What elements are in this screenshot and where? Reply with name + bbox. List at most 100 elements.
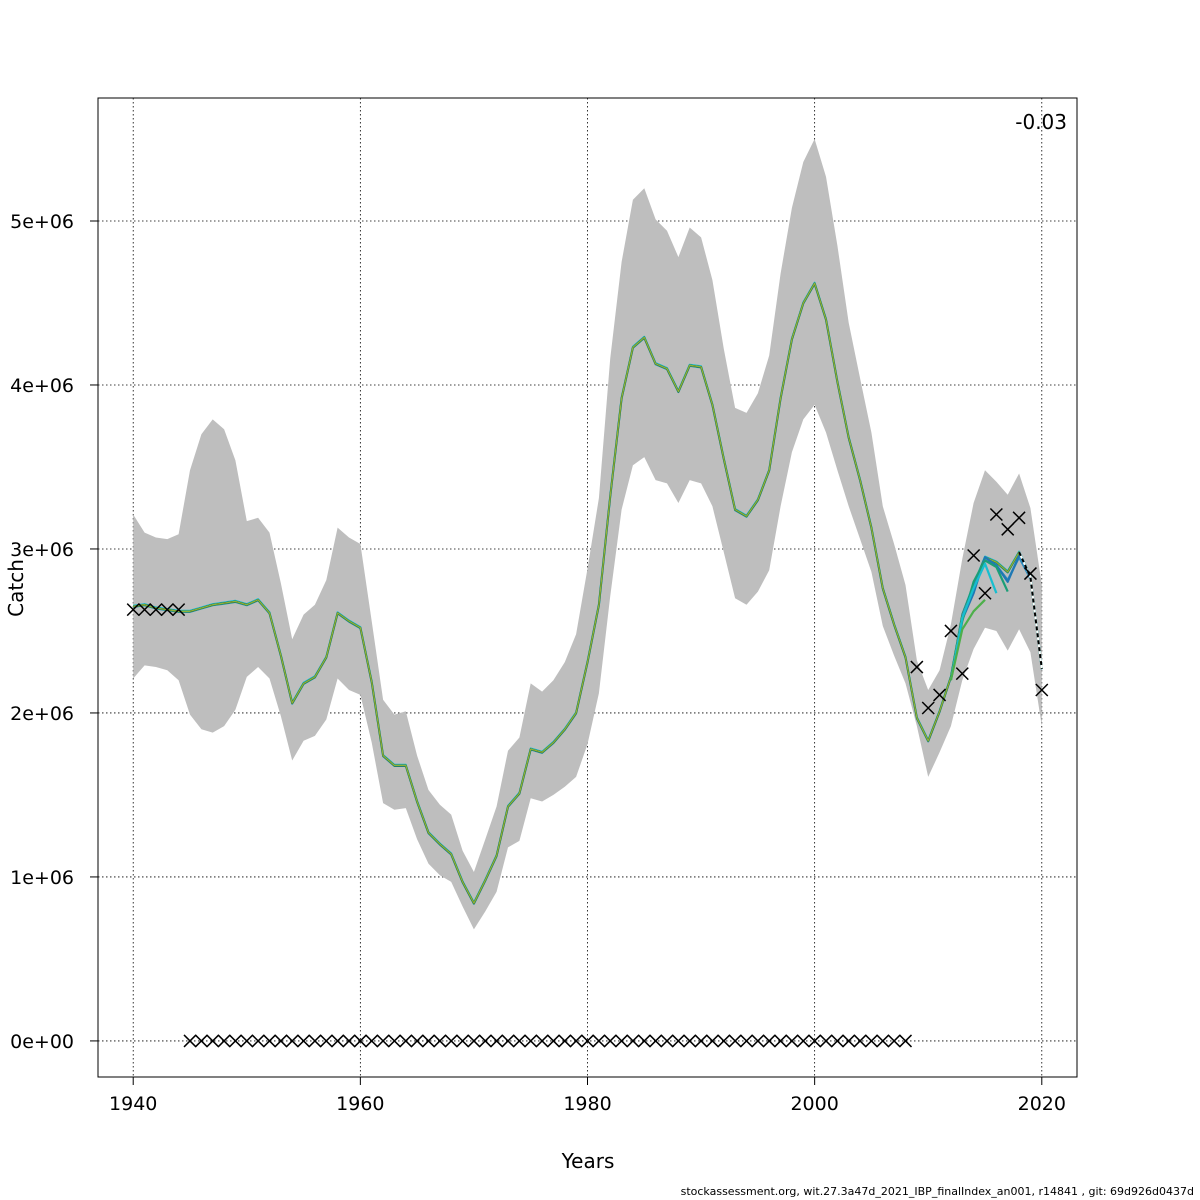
observation-marker — [808, 1034, 822, 1048]
observation-marker — [739, 1034, 754, 1048]
x-tick-label: 1940 — [109, 1093, 157, 1115]
observation-marker — [546, 1034, 560, 1048]
x-axis: 1940 1960 1980 2000 2020 — [109, 1077, 1066, 1115]
observation-marker — [898, 1034, 913, 1048]
footer-credit: stockassessment.org, wit.27.3a47d_2021_I… — [680, 1185, 1194, 1198]
observation-marker — [774, 1034, 788, 1048]
observation-marker — [194, 1034, 208, 1048]
observation-marker — [467, 1034, 481, 1048]
observation-marker — [262, 1034, 277, 1048]
observation-marker — [853, 1034, 867, 1048]
observation-marker — [864, 1034, 878, 1048]
observation-marker — [842, 1034, 856, 1048]
y-axis: 0e+00 1e+06 2e+06 3e+06 4e+06 5e+06 — [10, 211, 98, 1053]
observation-marker — [342, 1034, 356, 1048]
observation-marker — [285, 1034, 299, 1048]
y-tick-label: 5e+06 — [10, 211, 74, 233]
observation-marker — [978, 586, 992, 600]
observation-marker — [762, 1034, 776, 1048]
observation-marker — [989, 507, 1003, 522]
observation-marker — [319, 1034, 333, 1048]
x-tick-label: 2020 — [1018, 1093, 1066, 1115]
retro-peel-2 — [961, 555, 1021, 620]
observation-marker — [206, 1034, 220, 1048]
observation-marker — [694, 1034, 708, 1048]
observation-marker — [421, 1034, 436, 1048]
observation-marker — [728, 1034, 742, 1048]
y-tick-label: 2e+06 — [10, 703, 74, 725]
observation-marker — [433, 1034, 447, 1048]
observation-marker — [683, 1034, 697, 1048]
observation-marker — [217, 1034, 231, 1048]
observation-marker — [183, 1034, 197, 1048]
observation-marker — [444, 1034, 458, 1048]
x-axis-title: Years — [561, 1149, 615, 1173]
observation-marker — [626, 1034, 640, 1048]
confidence-band-area — [133, 139, 1042, 930]
y-tick-label: 0e+00 — [10, 1031, 74, 1053]
observation-marker — [1035, 683, 1049, 697]
observation-marker — [512, 1034, 526, 1048]
y-axis-title: Catch — [4, 559, 28, 617]
observation-marker — [1001, 522, 1015, 536]
observation-marker — [1012, 511, 1026, 525]
series-lines — [133, 281, 1043, 905]
observation-marker — [524, 1034, 538, 1048]
observation-marker — [251, 1034, 265, 1048]
observation-marker — [501, 1034, 515, 1048]
y-tick-label: 4e+06 — [10, 375, 74, 397]
observation-marker — [671, 1034, 685, 1048]
observation-marker — [887, 1034, 901, 1048]
observation-marker — [490, 1034, 504, 1048]
observation-marker — [592, 1034, 606, 1048]
observation-marker — [331, 1034, 345, 1048]
y-tick-label: 3e+06 — [10, 539, 74, 561]
observation-marker — [1023, 567, 1037, 581]
observation-marker — [399, 1034, 413, 1048]
observation-marker — [297, 1034, 311, 1048]
observation-marker — [456, 1034, 470, 1048]
observation-marker — [910, 660, 924, 674]
confidence-band — [133, 139, 1042, 930]
estimate-line-overlay — [133, 282, 1043, 904]
observation-marker — [967, 548, 981, 563]
observation-marker — [535, 1034, 549, 1048]
observation-marker — [387, 1034, 401, 1048]
terminal-line-dashed — [1018, 551, 1043, 669]
observation-marker — [649, 1034, 663, 1048]
observation-marker — [240, 1034, 254, 1048]
observation-marker — [365, 1034, 379, 1048]
observation-marker — [955, 667, 969, 681]
x-tick-label: 2000 — [790, 1093, 838, 1115]
observation-marker — [603, 1034, 617, 1048]
observation-marker — [921, 701, 935, 715]
observation-marker — [353, 1034, 367, 1048]
observation-marker — [637, 1034, 651, 1048]
observation-marker — [933, 688, 947, 702]
observation-marker — [478, 1034, 492, 1048]
observation-marker — [751, 1034, 765, 1048]
observation-marker — [308, 1034, 322, 1048]
observation-marker — [228, 1034, 242, 1048]
observation-marker — [660, 1034, 674, 1048]
observation-marker — [126, 603, 140, 617]
x-tick-label: 1980 — [563, 1093, 611, 1115]
observation-marker — [376, 1034, 390, 1048]
x-tick-label: 1960 — [336, 1093, 384, 1115]
observation-marker — [160, 603, 174, 617]
observation-marker — [785, 1034, 799, 1048]
mohn-rho-annotation: -0.03 — [1015, 110, 1067, 134]
observation-marker — [274, 1034, 288, 1048]
observation-marker — [558, 1034, 572, 1048]
observation-marker — [830, 1034, 844, 1048]
observation-marker — [580, 1034, 595, 1048]
observation-marker — [172, 603, 186, 617]
observation-marker — [569, 1034, 583, 1048]
observation-marker — [138, 603, 152, 617]
observation-marker — [615, 1034, 629, 1048]
observation-marker — [819, 1034, 833, 1048]
observation-marker — [705, 1034, 719, 1048]
observation-marker — [717, 1034, 731, 1048]
observation-points — [126, 507, 1049, 1048]
